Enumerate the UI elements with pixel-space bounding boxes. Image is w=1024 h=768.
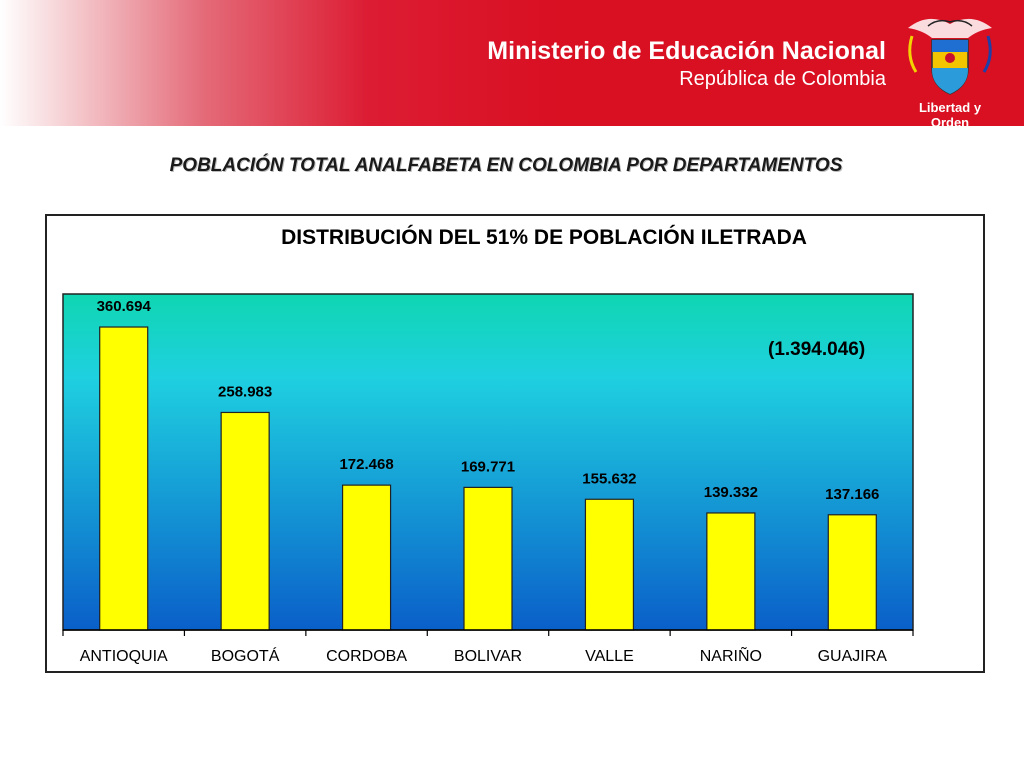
bar-antioquia	[99, 326, 149, 631]
bar-nariño	[706, 512, 756, 631]
data-label: 137.166	[825, 486, 879, 503]
x-tick-label: VALLE	[585, 648, 634, 665]
x-tick-label: NARIÑO	[700, 645, 762, 665]
crest-motto: Libertad y Orden	[918, 100, 982, 130]
x-axis: ANTIOQUIA BOGOTÁ CORDOBA BOLIVAR VALLE NARIÑO…	[62, 629, 914, 665]
x-tick-label: BOGOTÁ	[211, 646, 280, 665]
x-tick-label: ANTIOQUIA	[80, 648, 168, 665]
header-banner	[0, 0, 1024, 126]
ministry-block: Ministerio de Educación Nacional Repúbli…	[487, 36, 886, 92]
x-tick-label: CORDOBA	[326, 648, 407, 665]
bars-group: 360.694 258.983 172.468 169.771 155.632 139.3…	[97, 298, 879, 631]
bar-guajira	[827, 514, 877, 631]
chart-title: DISTRIBUCIÓN DEL 51% DE POBLACIÓN ILETRA…	[281, 226, 807, 249]
x-tick-label: BOLIVAR	[454, 648, 522, 665]
bar-bogotá	[220, 411, 270, 631]
x-tick-label: GUAJIRA	[818, 648, 888, 665]
total-annotation: (1.394.046)	[768, 339, 866, 360]
data-label: 258.983	[218, 383, 272, 400]
data-label: 360.694	[97, 298, 152, 315]
data-label: 139.332	[704, 484, 758, 501]
ministry-name: Ministerio de Educación Nacional	[487, 37, 886, 65]
bar-cordoba	[341, 484, 392, 631]
data-label: 172.468	[339, 456, 393, 473]
data-label: 155.632	[582, 470, 636, 487]
coat-of-arms-icon	[908, 18, 992, 95]
country-name: República de Colombia	[679, 68, 886, 90]
bar-bolivar	[463, 486, 513, 631]
data-label: 169.771	[461, 458, 515, 475]
page-title: POBLACIÓN TOTAL ANALFABETA EN COLOMBIA P…	[169, 155, 843, 176]
bar-valle	[584, 498, 635, 631]
